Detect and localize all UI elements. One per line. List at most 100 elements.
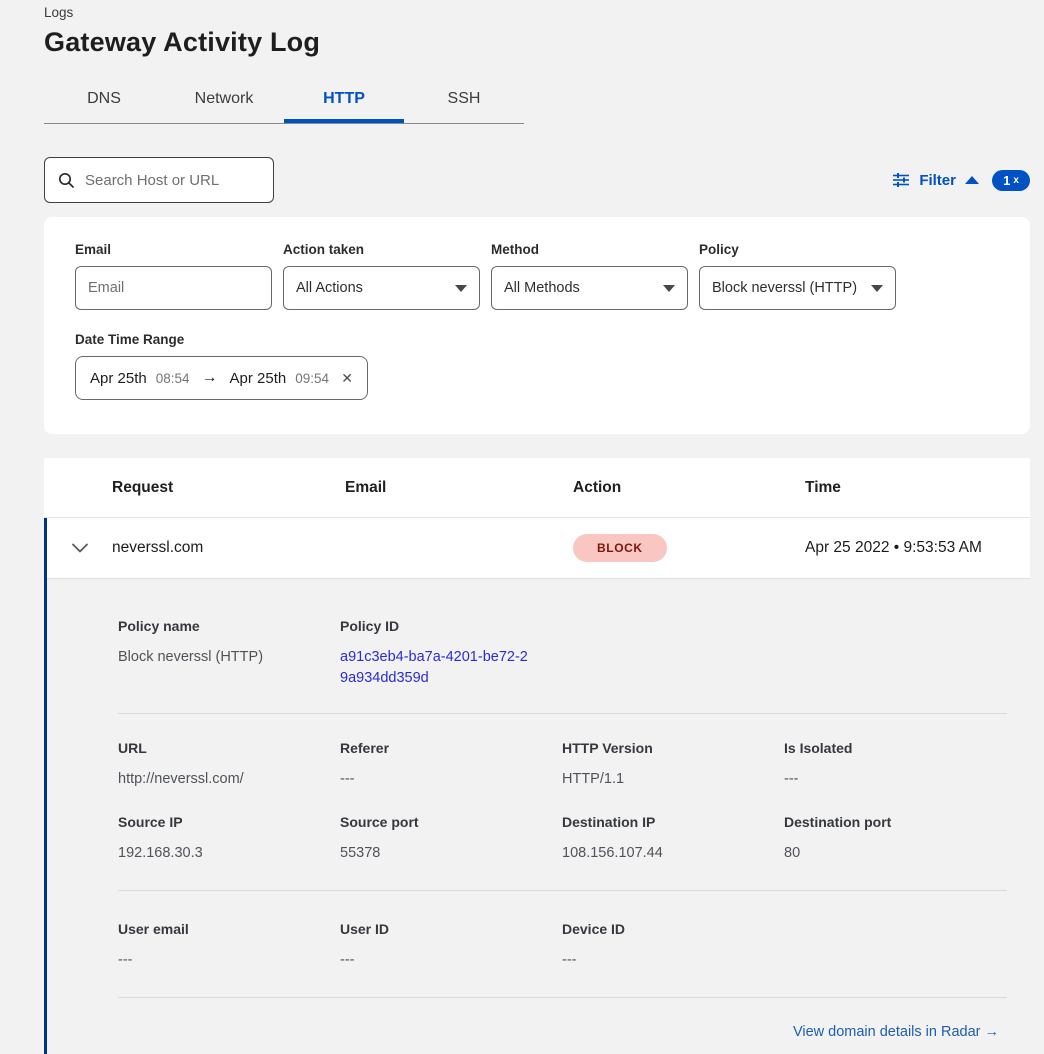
filter-group-email: Email — [75, 242, 272, 310]
email-filter-field[interactable] — [75, 266, 272, 310]
url-label: URL — [118, 740, 147, 756]
device-id-label: Device ID — [562, 921, 626, 937]
range-arrow-icon: → — [201, 369, 218, 386]
device-id-value: --- — [562, 952, 577, 968]
search-input[interactable] — [85, 171, 261, 189]
filter-count-badge[interactable]: 1 x — [992, 169, 1030, 191]
filter-group-policy: Policy Block neverssl (HTTP) — [699, 242, 896, 310]
tab-dns[interactable]: DNS — [87, 90, 121, 107]
column-header-action: Action — [573, 478, 622, 496]
filter-fields-row: Email Action taken All Actions Method Al… — [75, 242, 999, 310]
end-date[interactable]: Apr 25th — [229, 369, 287, 387]
row-time: Apr 25 2022 • 9:53:53 AM — [805, 539, 982, 556]
table-header-row: Request Email Action Time — [44, 458, 1030, 518]
policy-section: Policy name Block neverssl (HTTP) Policy… — [118, 579, 1007, 713]
chevron-down-icon — [455, 284, 467, 292]
request-section: URL http://neverssl.com/ Referer --- HTT… — [118, 714, 1007, 890]
action-filter-value: All Actions — [296, 280, 363, 296]
method-filter-label: Method — [491, 242, 539, 257]
start-time[interactable]: 08:54 — [155, 370, 190, 386]
url-value: http://neverssl.com/ — [118, 771, 244, 787]
device-id-field: Device ID --- — [562, 921, 784, 971]
user-id-value: --- — [340, 952, 355, 968]
http-version-field: HTTP Version HTTP/1.1 — [562, 740, 784, 790]
chevron-down-icon — [871, 284, 883, 292]
details-footer: View domain details in Radar → — [118, 998, 1007, 1054]
filter-panel: Email Action taken All Actions Method Al… — [44, 217, 1030, 434]
user-id-field: User ID --- — [340, 921, 562, 971]
user-email-label: User email — [118, 921, 189, 937]
filter-group-date-range: Date Time Range Apr 25th 08:54 → Apr 25t… — [75, 332, 999, 400]
end-time[interactable]: 09:54 — [295, 370, 330, 386]
column-header-time: Time — [805, 478, 841, 496]
section-divider — [118, 713, 1007, 714]
policy-id-link[interactable]: a91c3eb4-ba7a-4201-be72-29a934dd359d — [340, 649, 528, 686]
policy-name-value: Block neverssl (HTTP) — [118, 649, 264, 665]
search-icon — [58, 172, 74, 188]
section-divider — [118, 997, 1007, 998]
section-divider — [118, 890, 1007, 891]
source-port-field: Source port 55378 — [340, 814, 562, 864]
policy-id-label: Policy ID — [340, 618, 400, 634]
referer-field: Referer --- — [340, 740, 562, 790]
email-filter-input[interactable] — [88, 280, 259, 296]
tab-network[interactable]: Network — [194, 90, 254, 107]
destination-port-value: 80 — [784, 845, 801, 861]
referer-value: --- — [340, 771, 355, 787]
breadcrumb[interactable]: Logs — [44, 5, 74, 20]
policy-filter-select[interactable]: Block neverssl (HTTP) — [699, 266, 896, 310]
search-box[interactable] — [44, 157, 274, 203]
policy-filter-value: Block neverssl (HTTP) — [712, 280, 858, 296]
row-request: neverssl.com — [112, 539, 204, 556]
view-radar-link[interactable]: View domain details in Radar → — [792, 1024, 999, 1040]
filter-clear-x[interactable]: x — [1013, 174, 1019, 186]
http-version-value: HTTP/1.1 — [562, 771, 625, 787]
row-expand-chevron[interactable] — [47, 543, 112, 553]
date-range-picker[interactable]: Apr 25th 08:54 → Apr 25th 09:54 ✕ — [75, 356, 368, 400]
destination-ip-label: Destination IP — [562, 814, 656, 830]
search-filter-row: Filter 1 x — [44, 157, 1030, 203]
source-ip-field: Source IP 192.168.30.3 — [118, 814, 340, 864]
source-ip-label: Source IP — [118, 814, 183, 830]
is-isolated-field: Is Isolated --- — [784, 740, 1006, 790]
chevron-down-icon — [663, 284, 675, 292]
action-filter-label: Action taken — [283, 242, 365, 257]
policy-name-label: Policy name — [118, 618, 200, 634]
log-type-tabs: DNS Network HTTP SSH — [44, 80, 524, 124]
tab-http[interactable]: HTTP — [284, 80, 404, 123]
is-isolated-label: Is Isolated — [784, 740, 853, 756]
policy-name-field: Policy name Block neverssl (HTTP) — [118, 618, 340, 689]
chevron-down-icon — [72, 543, 88, 553]
column-header-request: Request — [112, 478, 174, 496]
expanded-log-entry: neverssl.com BLOCK Apr 25 2022 • 9:53:53… — [44, 518, 1030, 1054]
is-isolated-value: --- — [784, 771, 799, 787]
table-row[interactable]: neverssl.com BLOCK Apr 25 2022 • 9:53:53… — [47, 518, 1030, 579]
destination-port-label: Destination port — [784, 814, 892, 830]
destination-ip-value: 108.156.107.44 — [562, 845, 663, 861]
destination-ip-field: Destination IP 108.156.107.44 — [562, 814, 784, 864]
clear-date-range-icon[interactable]: ✕ — [341, 369, 353, 386]
page-title: Gateway Activity Log — [44, 27, 321, 57]
collapse-caret-icon[interactable] — [965, 176, 979, 184]
source-port-label: Source port — [340, 814, 419, 830]
user-email-value: --- — [118, 952, 133, 968]
method-filter-select[interactable]: All Methods — [491, 266, 688, 310]
source-port-value: 55378 — [340, 845, 381, 861]
action-filter-select[interactable]: All Actions — [283, 266, 480, 310]
tab-ssh[interactable]: SSH — [447, 90, 481, 107]
filter-toggle-button[interactable]: Filter 1 x — [892, 169, 1030, 191]
referer-label: Referer — [340, 740, 390, 756]
user-section: User email --- User ID --- Device ID --- — [118, 891, 1007, 997]
url-field: URL http://neverssl.com/ — [118, 740, 340, 790]
user-id-label: User ID — [340, 921, 390, 937]
filter-count: 1 — [1003, 172, 1011, 188]
row-action: BLOCK — [573, 534, 805, 562]
filter-label: Filter — [919, 171, 956, 189]
filter-group-method: Method All Methods — [491, 242, 688, 310]
log-entry-details: Policy name Block neverssl (HTTP) Policy… — [47, 579, 1030, 1054]
start-date[interactable]: Apr 25th — [90, 369, 147, 387]
method-filter-value: All Methods — [504, 280, 580, 296]
policy-id-field: Policy ID a91c3eb4-ba7a-4201-be72-29a934… — [340, 618, 562, 689]
email-filter-label: Email — [75, 242, 112, 257]
http-version-label: HTTP Version — [562, 740, 653, 756]
